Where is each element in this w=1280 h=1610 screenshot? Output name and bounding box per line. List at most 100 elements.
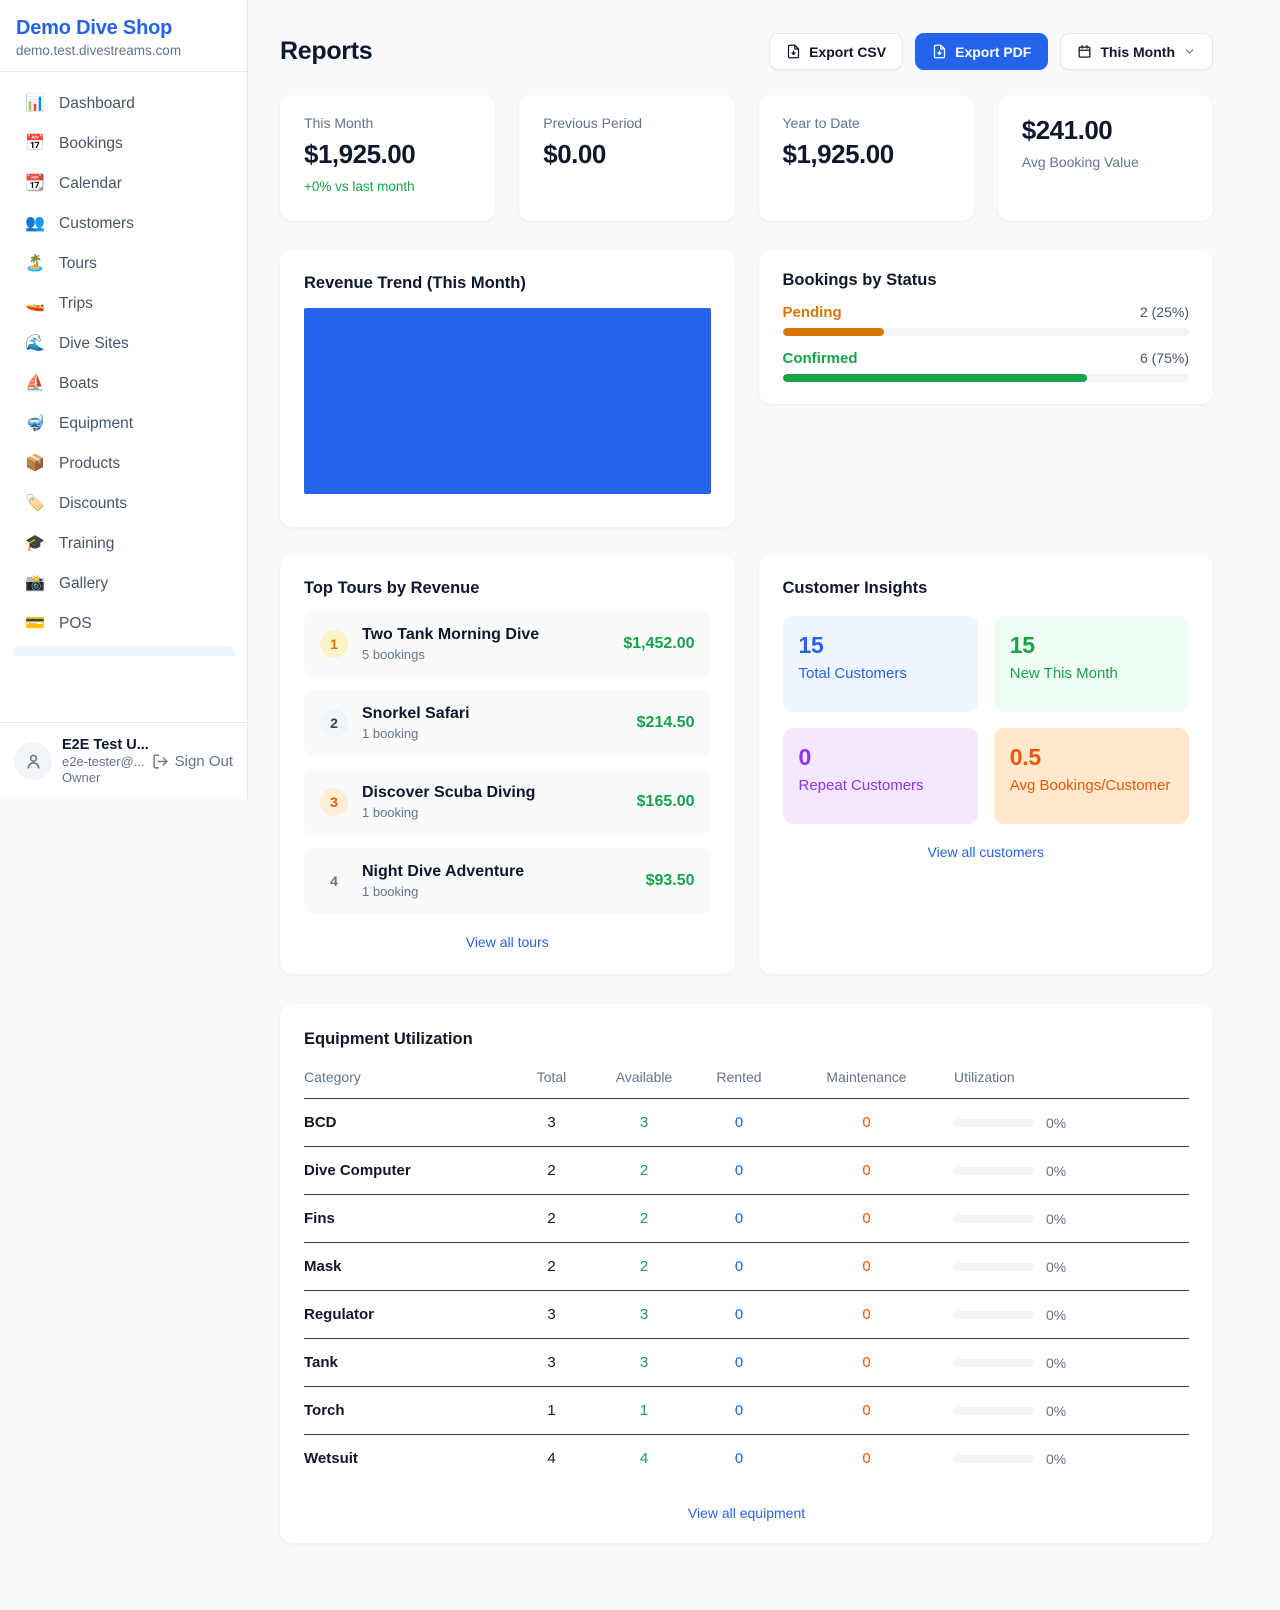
tour-name: Snorkel Safari (362, 705, 470, 722)
gallery-icon: 📸 (25, 575, 45, 592)
utilization-bar (954, 1166, 1034, 1175)
tile-avg-bookings-customer: 0.5 Avg Bookings/Customer (993, 728, 1189, 824)
customer-insights-card: Customer Insights 15 Total Customers 15 … (758, 555, 1213, 974)
cell-rented: 0 (734, 1450, 744, 1468)
tour-bookings: 1 booking (362, 726, 419, 741)
cell-maintenance: 0 (789, 1338, 944, 1387)
charts-row: Revenue Trend (This Month) Bookings by S… (280, 250, 1213, 527)
tile-label: Total Customers (798, 665, 907, 682)
shop-name[interactable]: Demo Dive Shop (16, 17, 173, 39)
view-all-equipment-link[interactable]: View all equipment (687, 1504, 806, 1521)
cell-total: 4 (547, 1450, 556, 1468)
stat-card-avg-booking-value: $241.00 Avg Booking Value (997, 95, 1213, 221)
tour-row[interactable]: 3 Discover Scuba Diving 1 booking $165.0… (304, 769, 711, 835)
cell-rented: 0 (689, 1242, 789, 1291)
main-content: Reports Export CSV Export PDF This Month… (280, 33, 1213, 1543)
sidebar-item-dashboard[interactable]: 📊 Dashboard (12, 86, 235, 122)
period-dropdown[interactable]: This Month (1060, 33, 1213, 70)
cell-maintenance: 0 (789, 1146, 944, 1195)
tour-row[interactable]: 4 Night Dive Adventure 1 booking $93.50 (304, 848, 711, 914)
cell-utilization: 0% (944, 1290, 1189, 1339)
sidebar-item-products[interactable]: 📦 Products (12, 446, 235, 482)
tile-label: Repeat Customers (798, 777, 924, 794)
cell-category: Fins (304, 1194, 504, 1243)
export-pdf-button[interactable]: Export PDF (915, 33, 1049, 70)
utilization-bar (954, 1406, 1034, 1415)
person-icon (27, 754, 39, 769)
status-count: 2 (25%) (1139, 304, 1189, 320)
sidebar-item-calendar[interactable]: 📆 Calendar (12, 166, 235, 202)
rank-badge: 4 (330, 873, 338, 889)
status-bar-track (782, 328, 1189, 336)
utilization-bar (954, 1358, 1034, 1367)
sidebar-item-bookings[interactable]: 📅 Bookings (12, 126, 235, 162)
stat-value: $0.00 (543, 139, 606, 169)
sidebar-item-discounts[interactable]: 🏷️ Discounts (12, 486, 235, 522)
user-name: E2E Test U... (62, 737, 149, 753)
sidebar-item-boats[interactable]: ⛵ Boats (12, 366, 235, 402)
training-icon: 🎓 (25, 535, 45, 552)
top-tours-card: Top Tours by Revenue 1 Two Tank Morning … (280, 555, 735, 974)
page-header: Reports Export CSV Export PDF This Month (280, 33, 1213, 70)
cell-utilization: 0% (944, 1098, 1189, 1147)
col-maintenance: Maintenance (789, 1069, 944, 1099)
sidebar-item-equipment[interactable]: 🤿 Equipment (12, 406, 235, 442)
cell-available: 2 (599, 1194, 689, 1243)
sign-out-label: Sign Out (174, 752, 233, 770)
status-bar-fill (782, 328, 885, 336)
status-label: Pending (782, 304, 842, 321)
cell-total: 3 (504, 1290, 599, 1339)
tile-new-this-month: 15 New This Month (993, 616, 1189, 712)
tile-value: 0 (798, 744, 812, 770)
boats-icon: ⛵ (25, 375, 45, 392)
view-all-customers-link[interactable]: View all customers (927, 844, 1044, 860)
cell-rented: 0 (689, 1386, 789, 1435)
table-row: Dive Computer 2 2 0 0 0% (304, 1146, 1189, 1195)
sidebar-item-tours[interactable]: 🏝️ Tours (12, 246, 235, 282)
sidebar-item-gallery[interactable]: 📸 Gallery (12, 566, 235, 602)
view-all-tours-link[interactable]: View all tours (465, 934, 549, 950)
bookings-by-status-title: Bookings by Status (782, 271, 937, 289)
cell-available: 1 (599, 1386, 689, 1435)
equipment-table: Category Total Available Rented Maintena… (304, 1069, 1189, 1483)
insights-row: Top Tours by Revenue 1 Two Tank Morning … (280, 555, 1213, 974)
cell-utilization: 0% (944, 1194, 1189, 1243)
brand-header: Demo Dive Shop demo.test.divestreams.com (0, 0, 247, 72)
tours-icon: 🏝️ (25, 255, 45, 272)
sidebar-item-pos[interactable]: 💳 POS (12, 606, 235, 642)
dive-sites-icon: 🌊 (25, 335, 45, 352)
file-download-icon (933, 44, 946, 59)
cell-maintenance: 0 (789, 1242, 944, 1291)
cell-category: Dive Computer (304, 1146, 504, 1195)
tile-label: New This Month (1009, 665, 1118, 682)
tour-row[interactable]: 2 Snorkel Safari 1 booking $214.50 (304, 690, 711, 756)
utilization-bar (954, 1118, 1034, 1127)
sign-out-button[interactable]: Sign Out (152, 753, 233, 770)
table-row: Mask 2 2 0 0 0% (304, 1242, 1189, 1291)
cell-category: Wetsuit (304, 1450, 358, 1468)
stat-value: $241.00 (1021, 115, 1113, 145)
stat-delta: +0% vs last month (304, 179, 415, 194)
sidebar-nav: 📊 Dashboard 📅 Bookings 📆 Calendar 👥 Customer… (0, 72, 247, 722)
utilization-bar (954, 1310, 1034, 1319)
export-csv-button[interactable]: Export CSV (769, 33, 904, 70)
cell-available: 3 (599, 1290, 689, 1339)
sidebar-item-customers[interactable]: 👥 Customers (12, 206, 235, 242)
dashboard-icon: 📊 (25, 95, 45, 112)
sidebar-item-training[interactable]: 🎓 Training (12, 526, 235, 562)
tour-row[interactable]: 1 Two Tank Morning Dive 5 bookings $1,45… (304, 611, 711, 677)
sidebar-item-reports-active-partial[interactable] (12, 646, 235, 656)
sidebar-item-dive-sites[interactable]: 🌊 Dive Sites (12, 326, 235, 362)
col-total: Total (504, 1069, 599, 1099)
tile-value: 15 (798, 632, 824, 658)
sidebar-item-label: Products (59, 455, 121, 472)
cell-utilization: 0% (944, 1338, 1189, 1387)
calendar-icon: 📆 (25, 175, 45, 192)
cell-category: BCD (304, 1098, 504, 1147)
sidebar-item-label: Training (59, 535, 115, 552)
tour-name: Two Tank Morning Dive (362, 626, 540, 643)
rank-badge: 1 (320, 630, 348, 658)
status-bar-fill (782, 374, 1088, 382)
tile-value: 0.5 (1009, 744, 1041, 770)
sidebar-item-trips[interactable]: 🚤 Trips (12, 286, 235, 322)
